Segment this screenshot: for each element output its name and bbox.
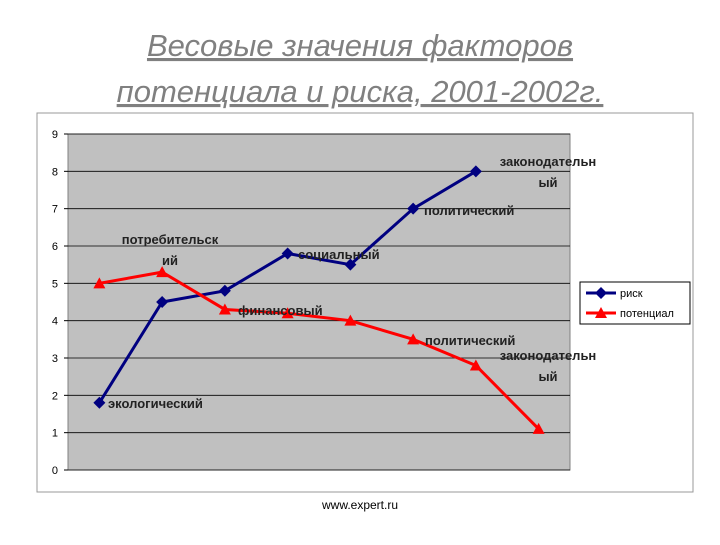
y-tick-label: 8 [52, 166, 58, 178]
annotation: законодательн [500, 154, 597, 169]
annotation: экологический [108, 396, 203, 411]
annotation: ий [162, 253, 178, 268]
point [218, 303, 231, 315]
point [93, 277, 106, 289]
y-tick-label: 5 [52, 278, 58, 290]
point [344, 258, 357, 271]
title-line: Весовые значения факторов [147, 28, 573, 63]
point [218, 284, 231, 297]
y-tick-label: 6 [52, 241, 58, 253]
legend-marker [595, 307, 607, 318]
point [469, 359, 482, 371]
footer: www.expert.ru [321, 498, 398, 512]
annotation: политический [424, 203, 514, 218]
annotation: финансовый [238, 303, 323, 318]
legend-marker [595, 287, 607, 299]
series-line [99, 270, 540, 430]
annotation: социальный [298, 247, 380, 262]
annotation: потребительск [122, 232, 219, 247]
point [532, 422, 545, 434]
y-tick-label: 2 [52, 390, 58, 402]
point [281, 307, 294, 319]
y-tick-label: 0 [52, 465, 58, 477]
y-tick-label: 4 [52, 316, 58, 328]
y-tick-label: 1 [52, 428, 58, 440]
point [469, 165, 482, 178]
annotation: ый [538, 175, 557, 190]
y-tick-label: 3 [52, 353, 58, 365]
annotation: ый [538, 369, 557, 384]
point [407, 333, 420, 345]
annotation: политический [425, 333, 515, 348]
annotation: законодательн [500, 348, 597, 363]
point [281, 247, 294, 260]
legend-label: риск [620, 288, 643, 300]
point [344, 314, 357, 326]
point [407, 202, 420, 215]
point [93, 396, 106, 409]
legend-label: потенциал [620, 308, 674, 320]
point [156, 296, 169, 308]
y-tick-label: 7 [52, 204, 58, 216]
y-tick-label: 9 [52, 129, 58, 141]
point [156, 266, 169, 278]
title-line: потенциала и риска, 2001-2002г. [117, 74, 604, 109]
plot-area [67, 133, 571, 471]
